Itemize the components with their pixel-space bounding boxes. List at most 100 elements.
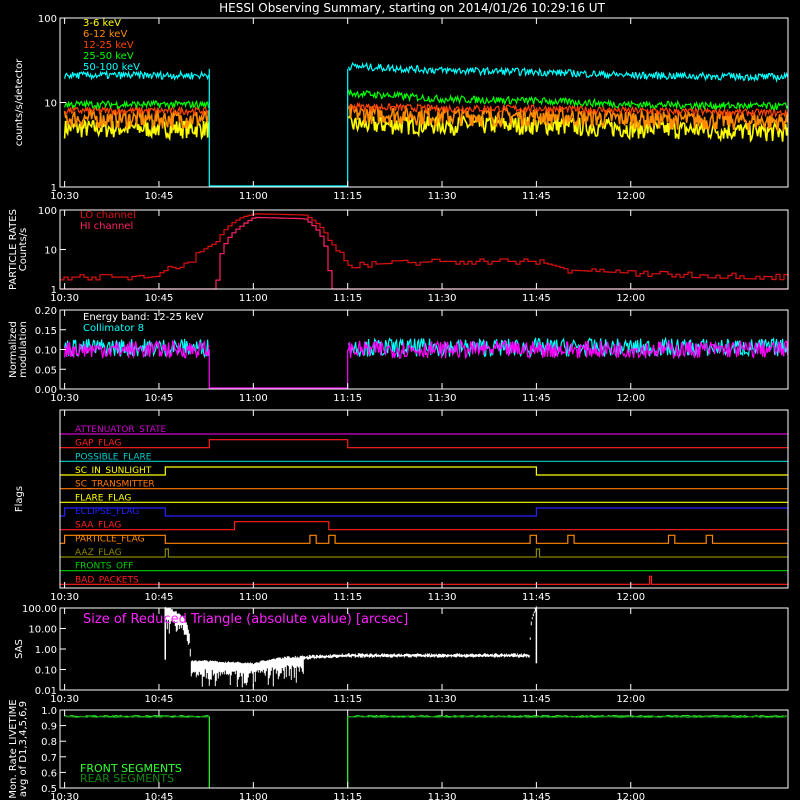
y-tick-label: 0.9 — [41, 722, 57, 733]
y-tick-label: 1.0 — [41, 706, 57, 717]
x-tick-label: 12:00 — [616, 191, 645, 202]
x-tick-label: 12:00 — [616, 694, 645, 705]
y-tick-label: 100.00 — [22, 604, 57, 615]
flag-label-sc-in-sunlight: SC_IN_SUNLIGHT — [75, 466, 152, 476]
plot-frame-flags — [59, 409, 789, 589]
legend-front-segments: FRONT SEGMENTS — [80, 762, 182, 775]
x-tick-label: 11:15 — [333, 393, 362, 404]
flag-label-gap-flag: GAP_FLAG — [75, 439, 121, 449]
y-axis-label: Flags — [14, 486, 25, 512]
y-tick-label: 10 — [44, 246, 57, 257]
flag-line-saa-flag — [60, 521, 788, 531]
x-tick-label: 11:45 — [522, 792, 551, 800]
y-axis-label: Normalizedmodulation — [8, 321, 29, 378]
x-tick-label: 11:15 — [333, 694, 362, 705]
y-tick-label: 0.6 — [41, 768, 57, 779]
x-tick-label: 11:00 — [239, 393, 268, 404]
series-line-rear-segments — [64, 715, 787, 719]
flag-line-gap-flag — [60, 439, 788, 449]
x-tick-label: 10:45 — [145, 592, 174, 603]
flag-label-bad-packets: BAD_PACKETS — [75, 575, 139, 585]
flag-line-eclipse-flag — [60, 507, 789, 517]
y-tick-label: 100 — [38, 206, 57, 217]
y-tick-label: 0.5 — [41, 784, 57, 795]
x-tick-label: 12:00 — [616, 592, 645, 603]
flag-label-fronts-off: FRONTS_OFF — [75, 562, 133, 572]
x-tick-label: 11:45 — [522, 393, 551, 404]
x-tick-label: 10:45 — [145, 694, 174, 705]
y-tick-label: 0.00 — [35, 385, 57, 396]
plot-frames-layer — [59, 17, 789, 789]
flag-label-flare-flag: FLARE_FLAG — [75, 493, 131, 503]
x-tick-label: 12:00 — [616, 293, 645, 304]
x-tick-label: 10:45 — [145, 393, 174, 404]
y-tick-label: 0.7 — [41, 753, 57, 764]
flag-line-bad-packets — [60, 575, 788, 585]
x-tick-label: 11:00 — [239, 792, 268, 800]
x-tick-label: 10:30 — [50, 191, 79, 202]
x-tick-label: 11:15 — [333, 293, 362, 304]
x-tick-label: 11:30 — [428, 393, 457, 404]
legend-3-6-kev: 3-6 keV — [83, 18, 121, 29]
plot-frame-livetime — [59, 709, 789, 789]
x-tick-label: 11:00 — [239, 694, 268, 705]
x-tick-label: 11:30 — [428, 191, 457, 202]
y-tick-label: 0.10 — [35, 346, 57, 357]
flag-line-sc-in-sunlight — [60, 466, 788, 476]
y-axis-label: SAS — [14, 639, 25, 659]
flag-label-possible-flare: POSSIBLE_FLARE — [75, 452, 152, 462]
legend-hi-channel: HI channel — [80, 221, 133, 232]
plot-frame-count-rates — [59, 17, 789, 188]
flag-label-sc-transmitter: SC_TRANSMITTER — [75, 480, 155, 490]
x-tick-label: 10:45 — [145, 293, 174, 304]
y-tick-label: 1 — [51, 183, 57, 194]
x-tick-label: 11:15 — [333, 592, 362, 603]
legend-rear-segments: REAR SEGMENTS — [80, 772, 174, 785]
x-tick-label: 12:00 — [616, 393, 645, 404]
x-tick-label: 11:30 — [428, 592, 457, 603]
y-tick-label: 0.8 — [41, 737, 57, 748]
flag-line-particle-flag — [60, 534, 788, 544]
x-tick-label: 12:00 — [616, 792, 645, 800]
y-tick-label: 0.20 — [35, 306, 57, 317]
y-axis-label: counts/s/detector — [14, 58, 25, 146]
plot-frame-particle-rates — [59, 209, 789, 290]
y-axis-label: Mon. Rate LIVETIMEavg of D1,3,4,5,6,9 — [8, 699, 29, 798]
x-tick-label: 11:15 — [333, 792, 362, 800]
flag-label-eclipse-flag: ECLIPSE_FLAG — [75, 507, 139, 517]
x-tick-label: 10:45 — [145, 792, 174, 800]
y-tick-label: 0.05 — [35, 365, 57, 376]
flag-line-aaz-flag — [60, 548, 788, 558]
legend-25-50-kev: 25-50 keV — [83, 51, 134, 62]
y-tick-label: 10.00 — [28, 625, 57, 636]
x-tick-label: 11:00 — [239, 592, 268, 603]
y-tick-label: 1.00 — [35, 645, 57, 656]
x-tick-label: 11:45 — [522, 592, 551, 603]
series-line-50-100-kev — [64, 61, 789, 84]
y-tick-label: 0.10 — [35, 666, 57, 677]
legend-lo-channel: LO channel — [80, 210, 136, 221]
x-tick-label: 11:00 — [239, 293, 268, 304]
y-tick-label: 1 — [51, 285, 57, 296]
plot-data-layer — [60, 61, 789, 788]
series-line-lo-channel — [60, 213, 789, 281]
x-tick-label: 11:30 — [428, 694, 457, 705]
flag-label-aaz-flag: AAZ_FLAG — [75, 548, 122, 558]
x-tick-label: 10:30 — [50, 393, 79, 404]
x-tick-label: 10:30 — [50, 592, 79, 603]
x-tick-label: 10:30 — [50, 293, 79, 304]
series-line-12-25-kev — [64, 101, 789, 118]
series-line-25-50-kev — [64, 88, 789, 111]
x-tick-label: 11:15 — [333, 191, 362, 202]
y-tick-label: 100 — [38, 14, 57, 25]
x-tick-label: 11:30 — [428, 293, 457, 304]
x-tick-label: 11:30 — [428, 792, 457, 800]
legend-6-12-kev: 6-12 keV — [83, 29, 127, 40]
x-tick-label: 11:45 — [522, 694, 551, 705]
x-tick-label: 11:45 — [522, 191, 551, 202]
series-line-magenta — [64, 339, 789, 360]
figure-title: HESSI Observing Summary, starting on 201… — [219, 1, 605, 15]
annotation-sas: Size of Reduced Triangle (absolute value… — [83, 612, 408, 627]
